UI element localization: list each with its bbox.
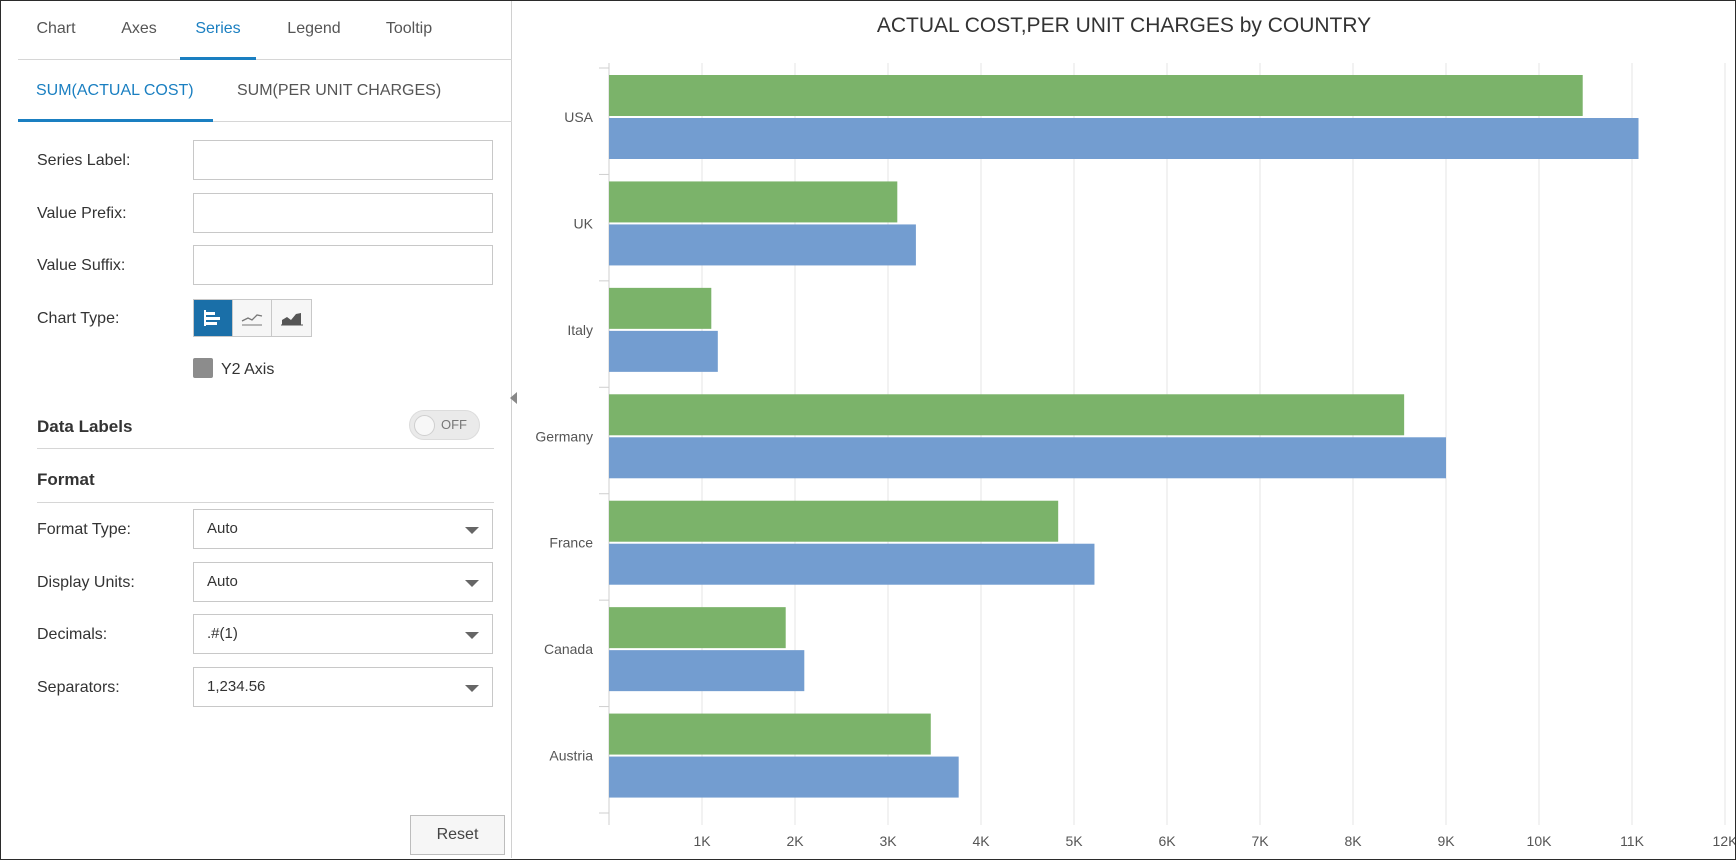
tab-series[interactable]: Series (180, 1, 256, 60)
subtab-sum-actual-cost[interactable]: SUM(ACTUAL COST) (18, 60, 213, 122)
y-tick-label: Italy (567, 322, 593, 338)
x-tick-label: 9K (1437, 833, 1455, 849)
subtab-sum-per-unit-charges[interactable]: SUM(PER UNIT CHARGES) (237, 82, 442, 99)
bar-france-series-2[interactable] (609, 543, 1095, 585)
tab-tooltip[interactable]: Tooltip (385, 20, 433, 37)
separators-label: Separators: (37, 679, 120, 696)
value-prefix-label: Value Prefix: (37, 205, 127, 222)
value-suffix-label: Value Suffix: (37, 257, 126, 274)
format-type-select[interactable]: Auto (193, 509, 493, 549)
bar-chart-icon[interactable] (194, 300, 233, 336)
bar-canada-series-2[interactable] (609, 650, 805, 692)
bar-germany-series-1[interactable] (609, 394, 1405, 436)
chevron-down-icon (465, 580, 479, 587)
tab-axes[interactable]: Axes (121, 20, 157, 37)
separators-select[interactable]: 1,234.56 (193, 667, 493, 707)
format-title: Format (37, 470, 95, 489)
separators-value: 1,234.56 (207, 678, 266, 695)
chevron-down-icon (465, 632, 479, 639)
x-tick-label: 5K (1065, 833, 1083, 849)
x-tick-label: 12K (1713, 833, 1735, 849)
x-tick-label: 10K (1527, 833, 1553, 849)
x-tick-label: 8K (1344, 833, 1362, 849)
bar-canada-series-1[interactable] (609, 607, 786, 649)
format-type-value: Auto (207, 520, 238, 537)
collapse-panel-icon[interactable] (510, 392, 517, 404)
bar-italy-series-2[interactable] (609, 330, 718, 372)
tab-legend[interactable]: Legend (287, 20, 341, 37)
y-tick-label: UK (574, 215, 594, 231)
area-chart-icon[interactable] (272, 300, 311, 336)
format-type-label: Format Type: (37, 521, 131, 538)
y2-axis-checkbox[interactable] (193, 358, 213, 378)
y-tick-label: Germany (535, 428, 593, 444)
bar-usa-series-2[interactable] (609, 118, 1639, 159)
x-tick-label: 7K (1251, 833, 1269, 849)
x-tick-label: 2K (786, 833, 804, 849)
display-units-select[interactable]: Auto (193, 562, 493, 602)
bar-uk-series-1[interactable] (609, 181, 898, 223)
value-prefix-input[interactable] (193, 193, 493, 233)
reset-button[interactable]: Reset (410, 815, 505, 855)
decimals-select[interactable]: .#(1) (193, 614, 493, 654)
divider (37, 502, 494, 503)
bar-italy-series-1[interactable] (609, 287, 712, 329)
decimals-value: .#(1) (207, 625, 238, 642)
x-tick-label: 11K (1620, 833, 1645, 849)
series-label-input[interactable] (193, 140, 493, 180)
bar-france-series-1[interactable] (609, 500, 1059, 542)
chevron-down-icon (465, 685, 479, 692)
x-tick-label: 3K (879, 833, 897, 849)
series-label-label: Series Label: (37, 152, 131, 169)
y2-axis-label: Y2 Axis (221, 361, 275, 378)
divider (37, 448, 494, 449)
toggle-knob (414, 415, 435, 436)
value-suffix-input[interactable] (193, 245, 493, 285)
properties-panel: Chart Axes Series Legend Tooltip SUM(ACT… (1, 1, 512, 858)
y-tick-label: France (549, 535, 593, 551)
toggle-state-text: OFF (441, 417, 467, 432)
y-tick-label: Austria (549, 748, 593, 764)
y-tick-label: USA (564, 109, 593, 125)
bar-austria-series-1[interactable] (609, 713, 931, 755)
chart-title: ACTUAL COST,PER UNIT CHARGES by COUNTRY (876, 14, 1372, 37)
y-tick-label: Canada (544, 641, 593, 657)
decimals-label: Decimals: (37, 626, 108, 643)
chart-type-selector (193, 299, 312, 337)
bar-usa-series-1[interactable] (609, 75, 1583, 116)
x-tick-label: 1K (693, 833, 711, 849)
series-subtab-bar: SUM(ACTUAL COST) SUM(PER UNIT CHARGES) (18, 60, 512, 122)
x-tick-label: 6K (1158, 833, 1176, 849)
data-labels-title: Data Labels (37, 417, 133, 436)
tab-bar: Chart Axes Series Legend Tooltip (18, 1, 512, 60)
bar-uk-series-2[interactable] (609, 224, 916, 266)
data-labels-toggle[interactable]: OFF (409, 410, 480, 440)
tab-chart[interactable]: Chart (36, 20, 76, 37)
bar-austria-series-2[interactable] (609, 756, 959, 798)
chevron-down-icon (465, 527, 479, 534)
bar-germany-series-2[interactable] (609, 437, 1446, 479)
display-units-value: Auto (207, 573, 238, 590)
x-tick-label: 4K (972, 833, 990, 849)
display-units-label: Display Units: (37, 574, 135, 591)
chart-type-label: Chart Type: (37, 310, 120, 327)
line-chart-icon[interactable] (233, 300, 272, 336)
bar-chart: 1K 2K 3K 4K 5K 6K 7K 8K 9K 10K 11K 12K USA UK Italy Ger… (535, 63, 1735, 849)
